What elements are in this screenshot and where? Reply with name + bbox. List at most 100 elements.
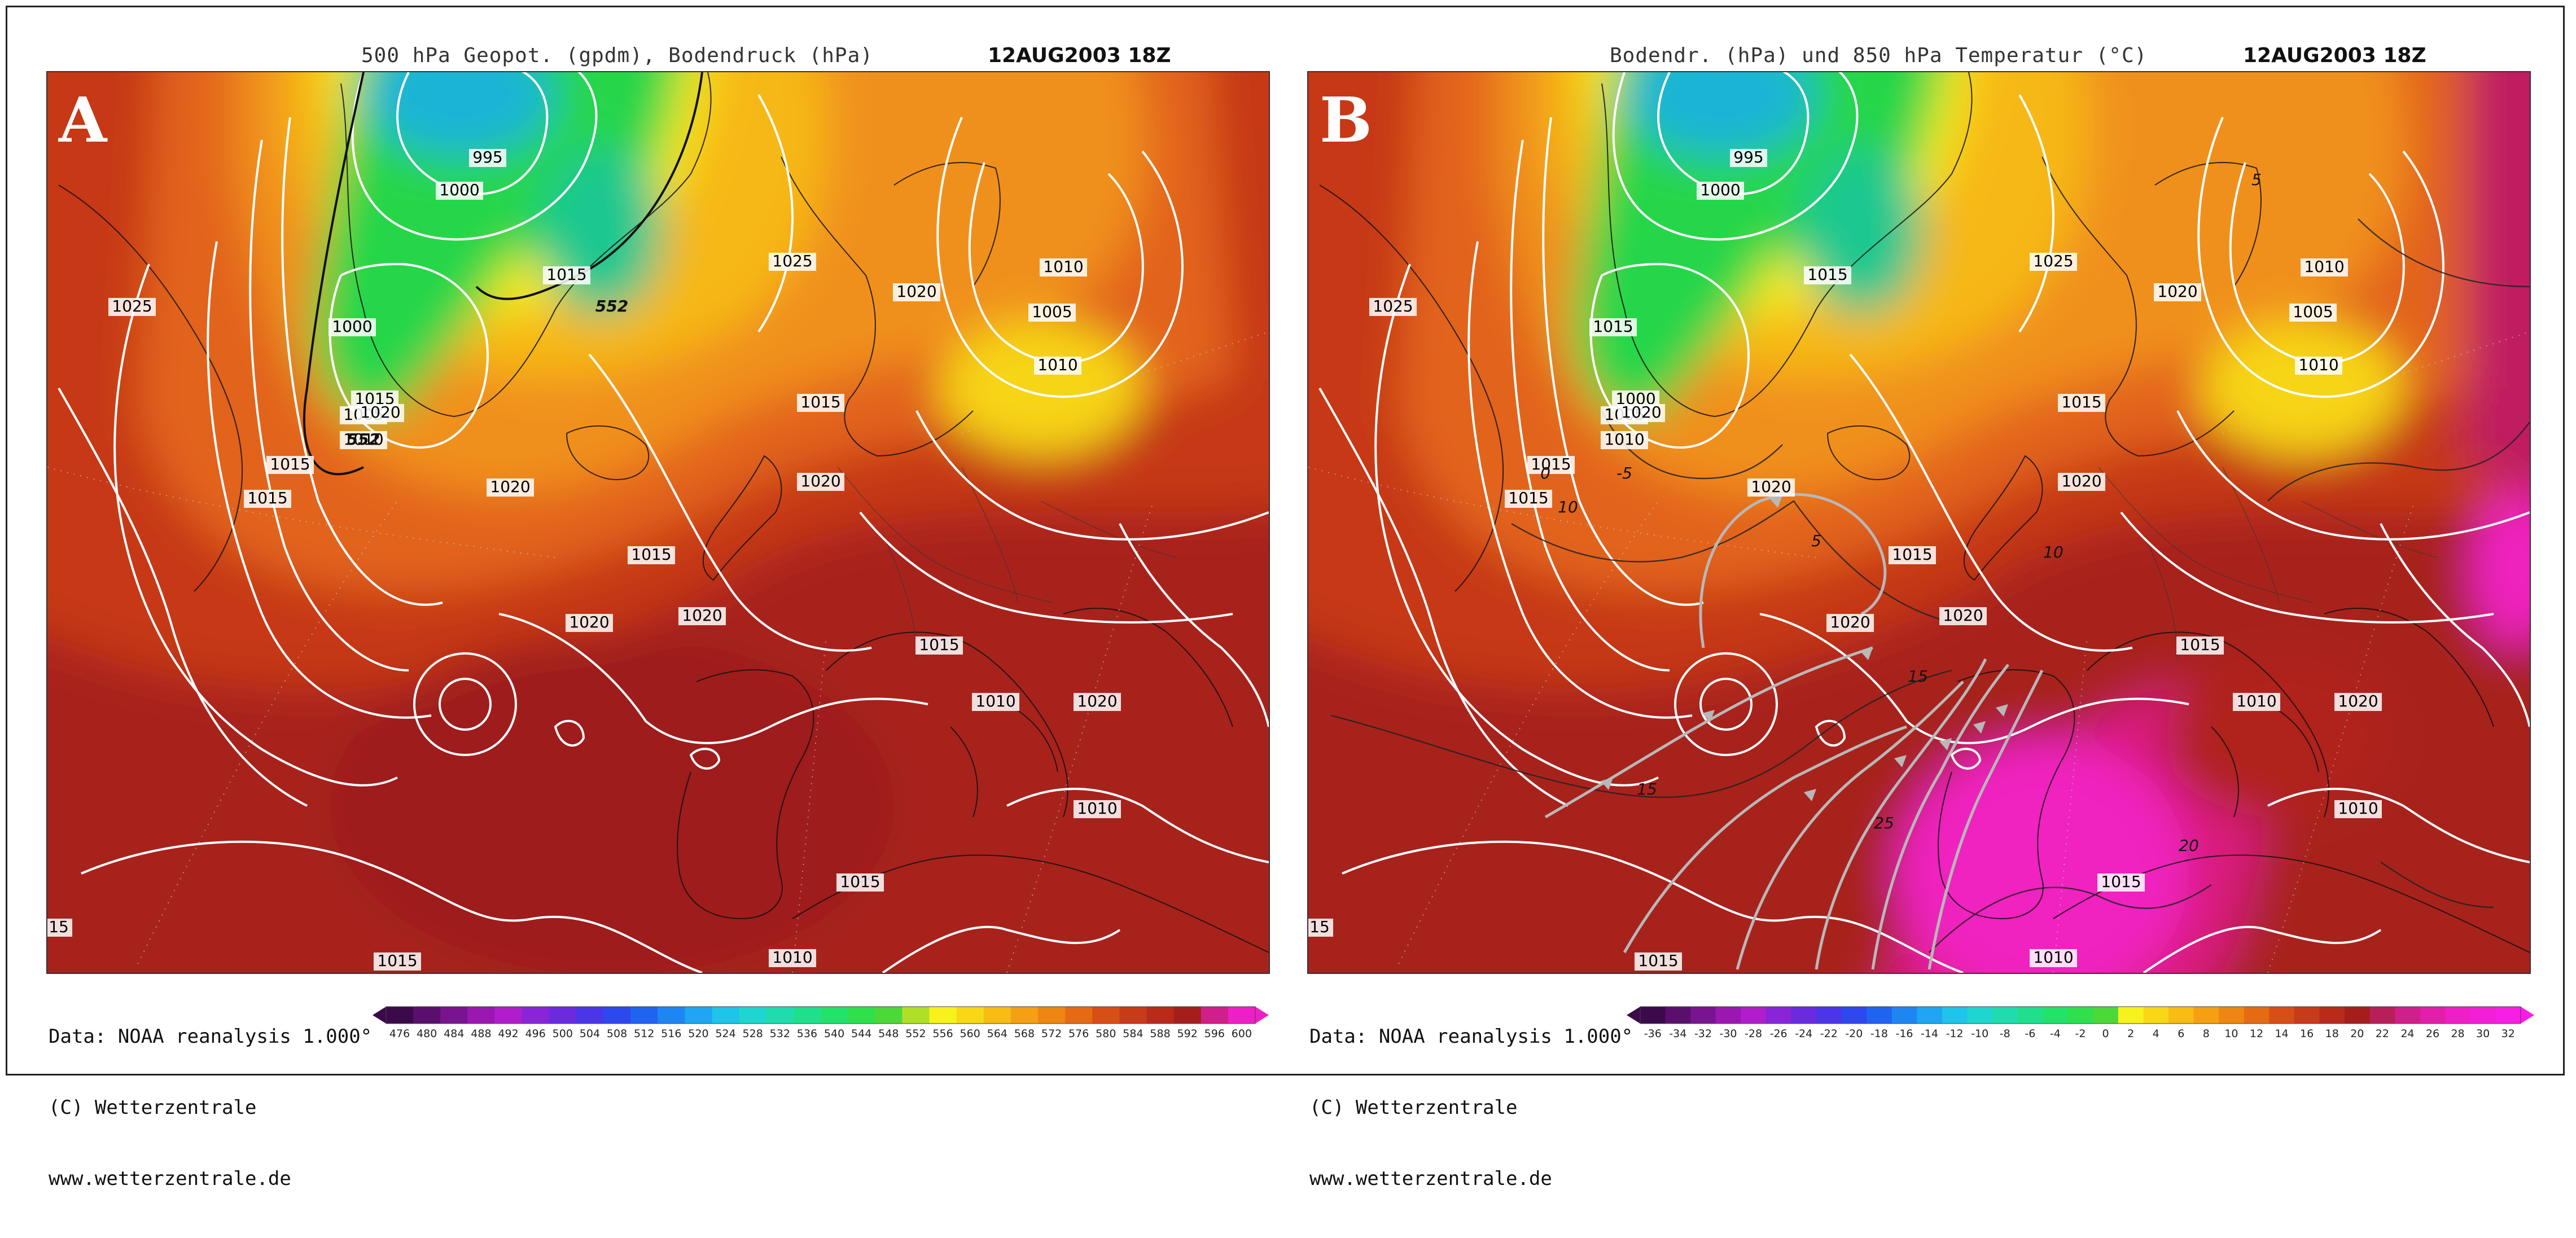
isobar-label-box: [2334, 693, 2382, 711]
coastline: [702, 455, 782, 581]
color-field: [47, 72, 1269, 973]
colorbar-swatch: [929, 1007, 957, 1024]
isobar-line: [2018, 94, 2054, 333]
isobar-line: [1950, 748, 1982, 770]
isobar-label: 1015: [1635, 951, 1682, 971]
temperature-contour-label: 5: [1811, 532, 1821, 550]
colorbar-tick-label: 508: [607, 1028, 627, 1040]
flow-arrow: [1736, 681, 1964, 970]
map-area: 995 1000 1015 1015 1000 1005 1010 1015 1020 1015 1…: [46, 71, 1270, 974]
isobar-label-text: 1015: [1531, 455, 1571, 473]
colorbar-tick-label: -26: [1770, 1028, 1788, 1040]
isobar-label: 1000: [328, 317, 376, 336]
colorbar-tick-label: -6: [2025, 1028, 2035, 1040]
isobar-label-text: 1010: [1037, 355, 1077, 374]
isobar-line: [1318, 388, 1569, 807]
isobar-label-box: [1308, 919, 1333, 937]
colorbar-tick-label: 2: [2127, 1028, 2134, 1040]
coastline: [2154, 162, 2262, 287]
isobar-label-box: [47, 919, 72, 937]
coastline: [950, 726, 978, 818]
isobar-line: [396, 72, 549, 195]
colorbar-outline: [385, 1006, 1256, 1024]
isobar-line: [1699, 678, 1753, 731]
isobar-label: 1015: [374, 951, 421, 971]
isobar-label-box: [374, 952, 421, 971]
height-contour-label: 552: [595, 297, 628, 315]
colorbar-swatch: [1119, 1007, 1147, 1024]
colorbar-swatch: [902, 1007, 930, 1024]
isobar-label-box: [893, 283, 940, 301]
colorbar-tick-label: 536: [797, 1028, 817, 1040]
isobar-label-box: [2289, 304, 2337, 322]
figure-frame: [6, 6, 2565, 1075]
colorbar-swatch: [630, 1007, 658, 1024]
isobar-label-box: [2176, 636, 2224, 655]
colorbar-swatch: [1173, 1007, 1202, 1024]
field-blob: [939, 321, 1142, 456]
isobar-line: [757, 94, 794, 333]
coastline: [566, 425, 650, 480]
colorbar-swatch: [1765, 1007, 1792, 1024]
colorbar-tick-label: 504: [580, 1028, 600, 1040]
isobar-label-box: [2030, 253, 2077, 271]
border-line: [2188, 557, 2314, 603]
colorbar-swatch: [2118, 1007, 2144, 1024]
colorbar-swatch: [2219, 1007, 2245, 1024]
colorbar-swatch: [2143, 1007, 2169, 1024]
isobar-line: [915, 410, 1269, 541]
isobar-label-text: 1010: [1077, 799, 1117, 818]
data-credit: Data: NOAA reanalysis 1.000° (C) Wetterz…: [49, 977, 372, 1238]
panel-title: 500 hPa Geopot. (gpdm), Bodendruck (hPa): [361, 44, 873, 67]
isobar-label-text: 1020: [1077, 692, 1117, 710]
flow-arrow: [1623, 725, 1907, 954]
isobar-label: 15: [47, 917, 72, 937]
isobar-label: 1010: [1601, 430, 1648, 449]
colorbar-swatch: [1146, 1007, 1175, 1024]
colorbar-tick-label: 528: [743, 1028, 763, 1040]
isobar-label-text: 1010: [2033, 948, 2073, 967]
isobar-line: [58, 388, 308, 807]
isobar-label-box: [836, 873, 884, 892]
colorbar-tick-label: 584: [1123, 1028, 1143, 1040]
flow-arrowhead: [1770, 495, 1782, 508]
isobar-label-box: [1074, 800, 1121, 818]
colorbar-tick-label: 4: [2153, 1028, 2159, 1040]
isobar-line: [1612, 72, 1859, 241]
flow-vectors: [1544, 493, 2044, 970]
isobar-label-box: [1028, 304, 1076, 322]
isobar-label: 1015: [244, 489, 291, 508]
coastline: [826, 631, 1068, 818]
isobar-label-box: [797, 473, 844, 491]
isobar-label-box: [487, 478, 534, 497]
coastline: [1601, 72, 1973, 418]
isobar-line: [498, 613, 928, 744]
temperature-contour-label: 10: [1558, 498, 1578, 516]
colorbar-swatch: [2269, 1007, 2295, 1024]
isobar-labels: 995 1000 1015 1015 1000 1005 1010 1015 1020 1015 1…: [47, 148, 1121, 971]
panel-a: 500 hPa Geopot. (gpdm), Bodendruck (hPa)…: [0, 0, 1288, 1190]
isobar-label-box: [340, 431, 387, 449]
temperature-contour-label: 20: [2179, 836, 2199, 855]
colorbar-tick-label: 14: [2275, 1028, 2288, 1040]
colorbar-tick-label: 552: [905, 1028, 926, 1040]
isobar-label: 1020: [1074, 692, 1121, 711]
colorbar: -36 -34 -32 -30 -28 -26 -24 -22 -20 -18 -16 -14 -12-…: [1627, 1006, 2534, 1040]
isobar-label-box: [357, 404, 404, 422]
height-contour-label: 552: [347, 430, 380, 449]
temperature-contour: [2380, 862, 2494, 908]
isobar-label-text: 1010: [975, 692, 1015, 710]
isobar-label-text: 1020: [490, 477, 530, 496]
credit-line: (C) Wetterzentrale: [1309, 1096, 1518, 1119]
colorbar-tick-label: 600: [1232, 1028, 1252, 1040]
isobar-label: 1020: [797, 472, 844, 491]
colorbar-tick-label: -12: [1946, 1028, 1964, 1040]
colorbar: 476 480 484 488 492 496 500 504 508 512 516 520 524 5…: [373, 1006, 1269, 1040]
panel-letter: A: [59, 84, 107, 156]
isobar-label: 995: [469, 148, 506, 167]
flow-arrow: [1871, 664, 2009, 970]
isobar-label-box: [2058, 394, 2105, 412]
isobar-line: [936, 117, 1184, 398]
isobar-line: [2267, 788, 2530, 863]
border-line: [2098, 467, 2189, 558]
